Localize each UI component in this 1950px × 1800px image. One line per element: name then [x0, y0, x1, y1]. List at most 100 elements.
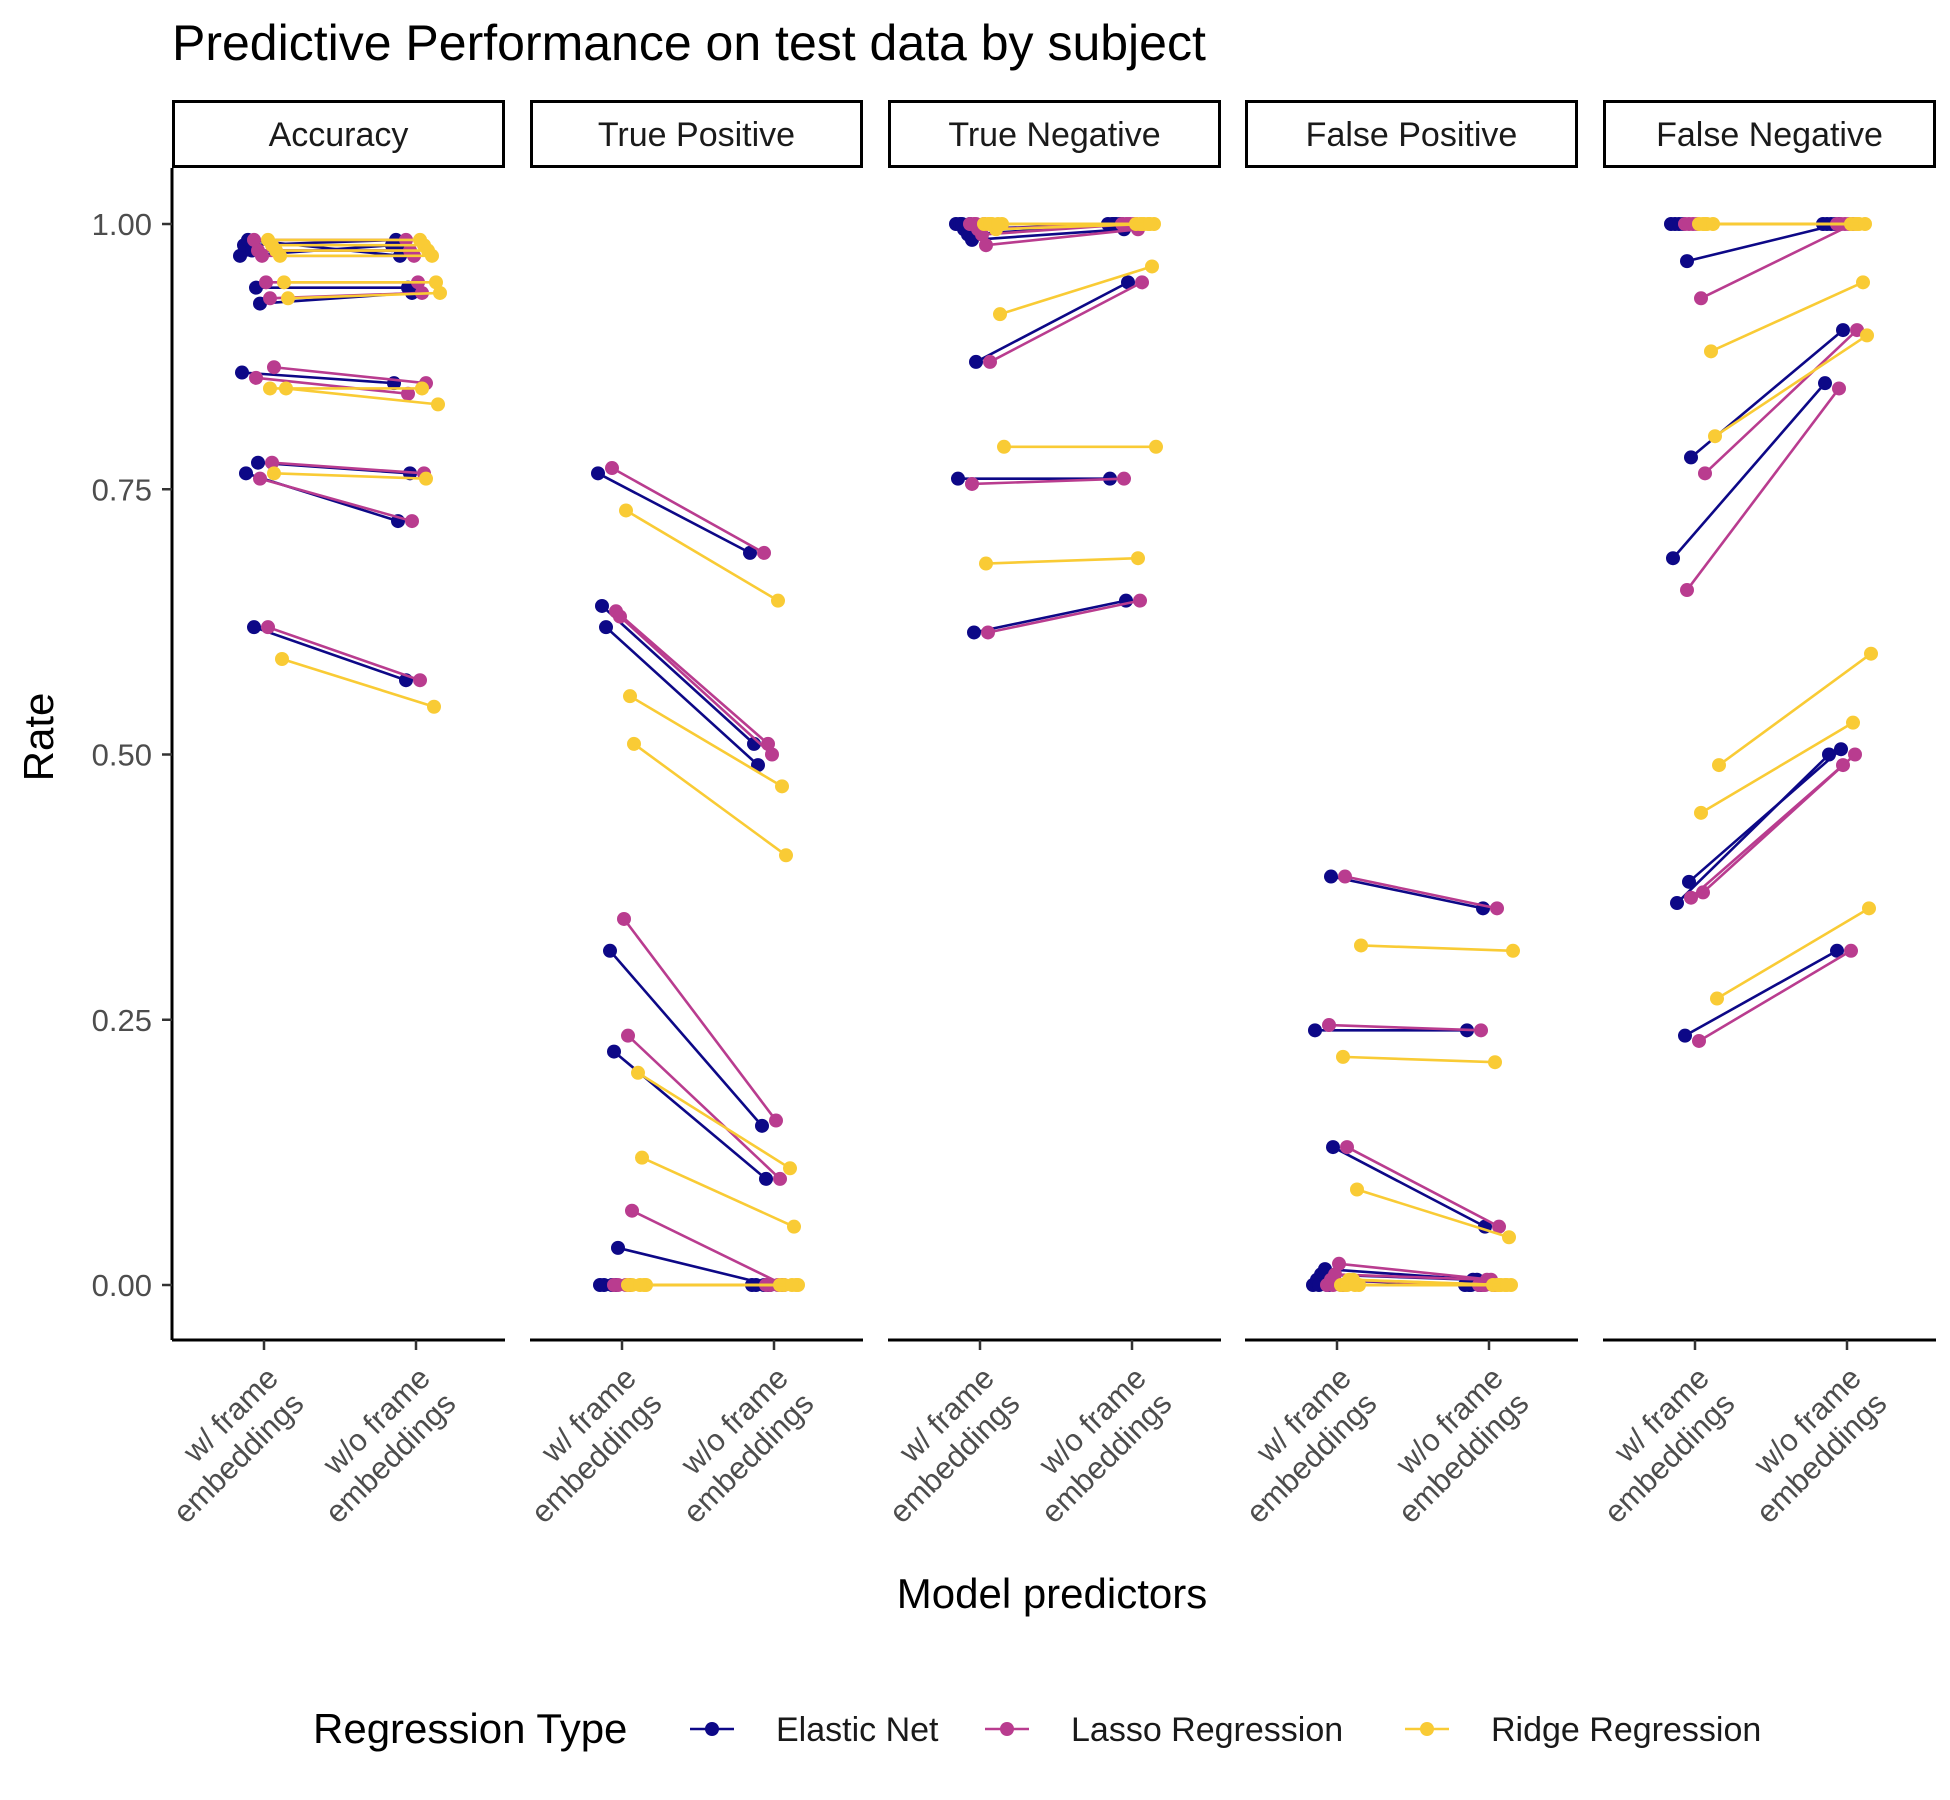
data-point	[759, 1171, 773, 1186]
data-point	[1322, 1018, 1336, 1033]
series-line	[1716, 907, 1870, 1000]
y-tick-label: 0.75	[92, 472, 152, 507]
data-point	[633, 1278, 647, 1292]
series-line	[285, 387, 439, 406]
series-line	[273, 472, 427, 480]
series-line	[1346, 1145, 1500, 1228]
data-point	[1864, 646, 1878, 661]
data-point	[247, 232, 261, 247]
data-point	[623, 689, 637, 704]
chart-title: Predictive Performance on test data by s…	[172, 15, 1206, 71]
y-axis-title: Rate	[15, 693, 62, 782]
data-point	[621, 1028, 635, 1043]
data-point	[603, 943, 617, 958]
series-line	[1328, 1023, 1482, 1032]
y-tick-label: 0.00	[92, 1268, 152, 1303]
series-line	[601, 604, 755, 745]
data-point	[1474, 1023, 1488, 1038]
y-axis: 0.00 0.25 0.50 0.75 1.00	[92, 168, 174, 1340]
data-point	[1500, 1278, 1514, 1292]
x-tick-label: w/o frameembeddings	[1009, 1360, 1179, 1530]
data-point	[613, 609, 627, 624]
series-line	[287, 291, 441, 300]
series-line	[999, 265, 1153, 316]
data-point	[1684, 890, 1698, 905]
series-line	[1718, 652, 1872, 767]
y-tick-label: 1.00	[92, 207, 152, 242]
data-point	[969, 354, 983, 369]
data-point	[1324, 869, 1338, 884]
data-point	[1846, 715, 1860, 730]
data-point	[1818, 376, 1832, 391]
data-point	[755, 1118, 769, 1133]
data-point	[773, 1171, 787, 1186]
series-line	[611, 466, 765, 555]
data-point	[251, 455, 265, 470]
data-point	[983, 354, 997, 369]
data-point	[1844, 943, 1858, 958]
series-line	[622, 918, 778, 1122]
data-point	[779, 848, 793, 863]
x-tick-label: w/ frameembeddings	[1214, 1360, 1384, 1530]
data-point	[1678, 1028, 1692, 1043]
x-tick-label: w/o frameembeddings	[293, 1360, 463, 1530]
data-point	[1308, 1023, 1322, 1038]
data-point	[275, 652, 289, 667]
facet-strip	[1603, 100, 1936, 168]
data-point	[419, 471, 433, 486]
data-point	[235, 365, 249, 380]
data-point	[273, 248, 287, 263]
series-line	[241, 371, 395, 385]
legend-key-point	[705, 1722, 719, 1736]
data-point	[279, 381, 293, 396]
data-point	[239, 466, 253, 481]
data-point	[769, 1113, 783, 1128]
legend: Regression Type Elastic Net Lasso Regress…	[313, 1705, 1761, 1752]
legend-label: Lasso Regression	[1071, 1711, 1343, 1749]
facet-panel: False Negative w/ frameembeddings w/o fram…	[1597, 100, 1936, 1530]
data-point	[253, 471, 267, 486]
data-point	[261, 620, 275, 635]
data-point	[979, 238, 993, 253]
facet-panel: False Positive w/ frameembeddings w/o fram…	[1214, 100, 1578, 1530]
data-point	[1822, 747, 1836, 762]
data-point	[263, 381, 277, 396]
series-line	[971, 228, 1125, 242]
x-tick-label: w/o frameembeddings	[1366, 1360, 1536, 1530]
data-point	[1862, 901, 1876, 916]
data-point	[967, 625, 981, 640]
series-line	[1676, 753, 1830, 904]
data-point	[1117, 471, 1131, 486]
data-point	[787, 1219, 801, 1234]
data-point	[1706, 217, 1720, 231]
data-point	[595, 598, 609, 613]
series-line	[255, 376, 409, 396]
y-tick-label: 0.25	[92, 1003, 152, 1038]
facet-panel: True Negative w/ frameembeddings w/o frame…	[882, 100, 1221, 1530]
series-line	[1700, 222, 1854, 300]
data-point	[1694, 805, 1708, 820]
data-point	[247, 620, 261, 635]
facet-strip	[172, 100, 505, 168]
data-point	[413, 673, 427, 688]
series-line	[633, 742, 787, 857]
data-point	[1682, 874, 1696, 889]
series-line	[1700, 721, 1854, 814]
data-point	[1680, 254, 1694, 269]
series-line	[1334, 1273, 1488, 1281]
facet-strip	[1245, 100, 1578, 168]
data-point	[625, 1203, 639, 1218]
data-point	[1708, 429, 1722, 444]
data-point	[1133, 593, 1147, 608]
data-point	[1670, 896, 1684, 911]
data-point	[617, 911, 631, 926]
data-point	[431, 397, 445, 412]
data-point	[1836, 323, 1850, 338]
data-point	[1834, 742, 1848, 757]
series-line	[627, 1034, 781, 1180]
data-point	[1328, 1267, 1342, 1282]
data-point	[1488, 1055, 1502, 1070]
data-point	[1856, 275, 1870, 290]
data-point	[765, 747, 779, 762]
data-point	[993, 307, 1007, 322]
